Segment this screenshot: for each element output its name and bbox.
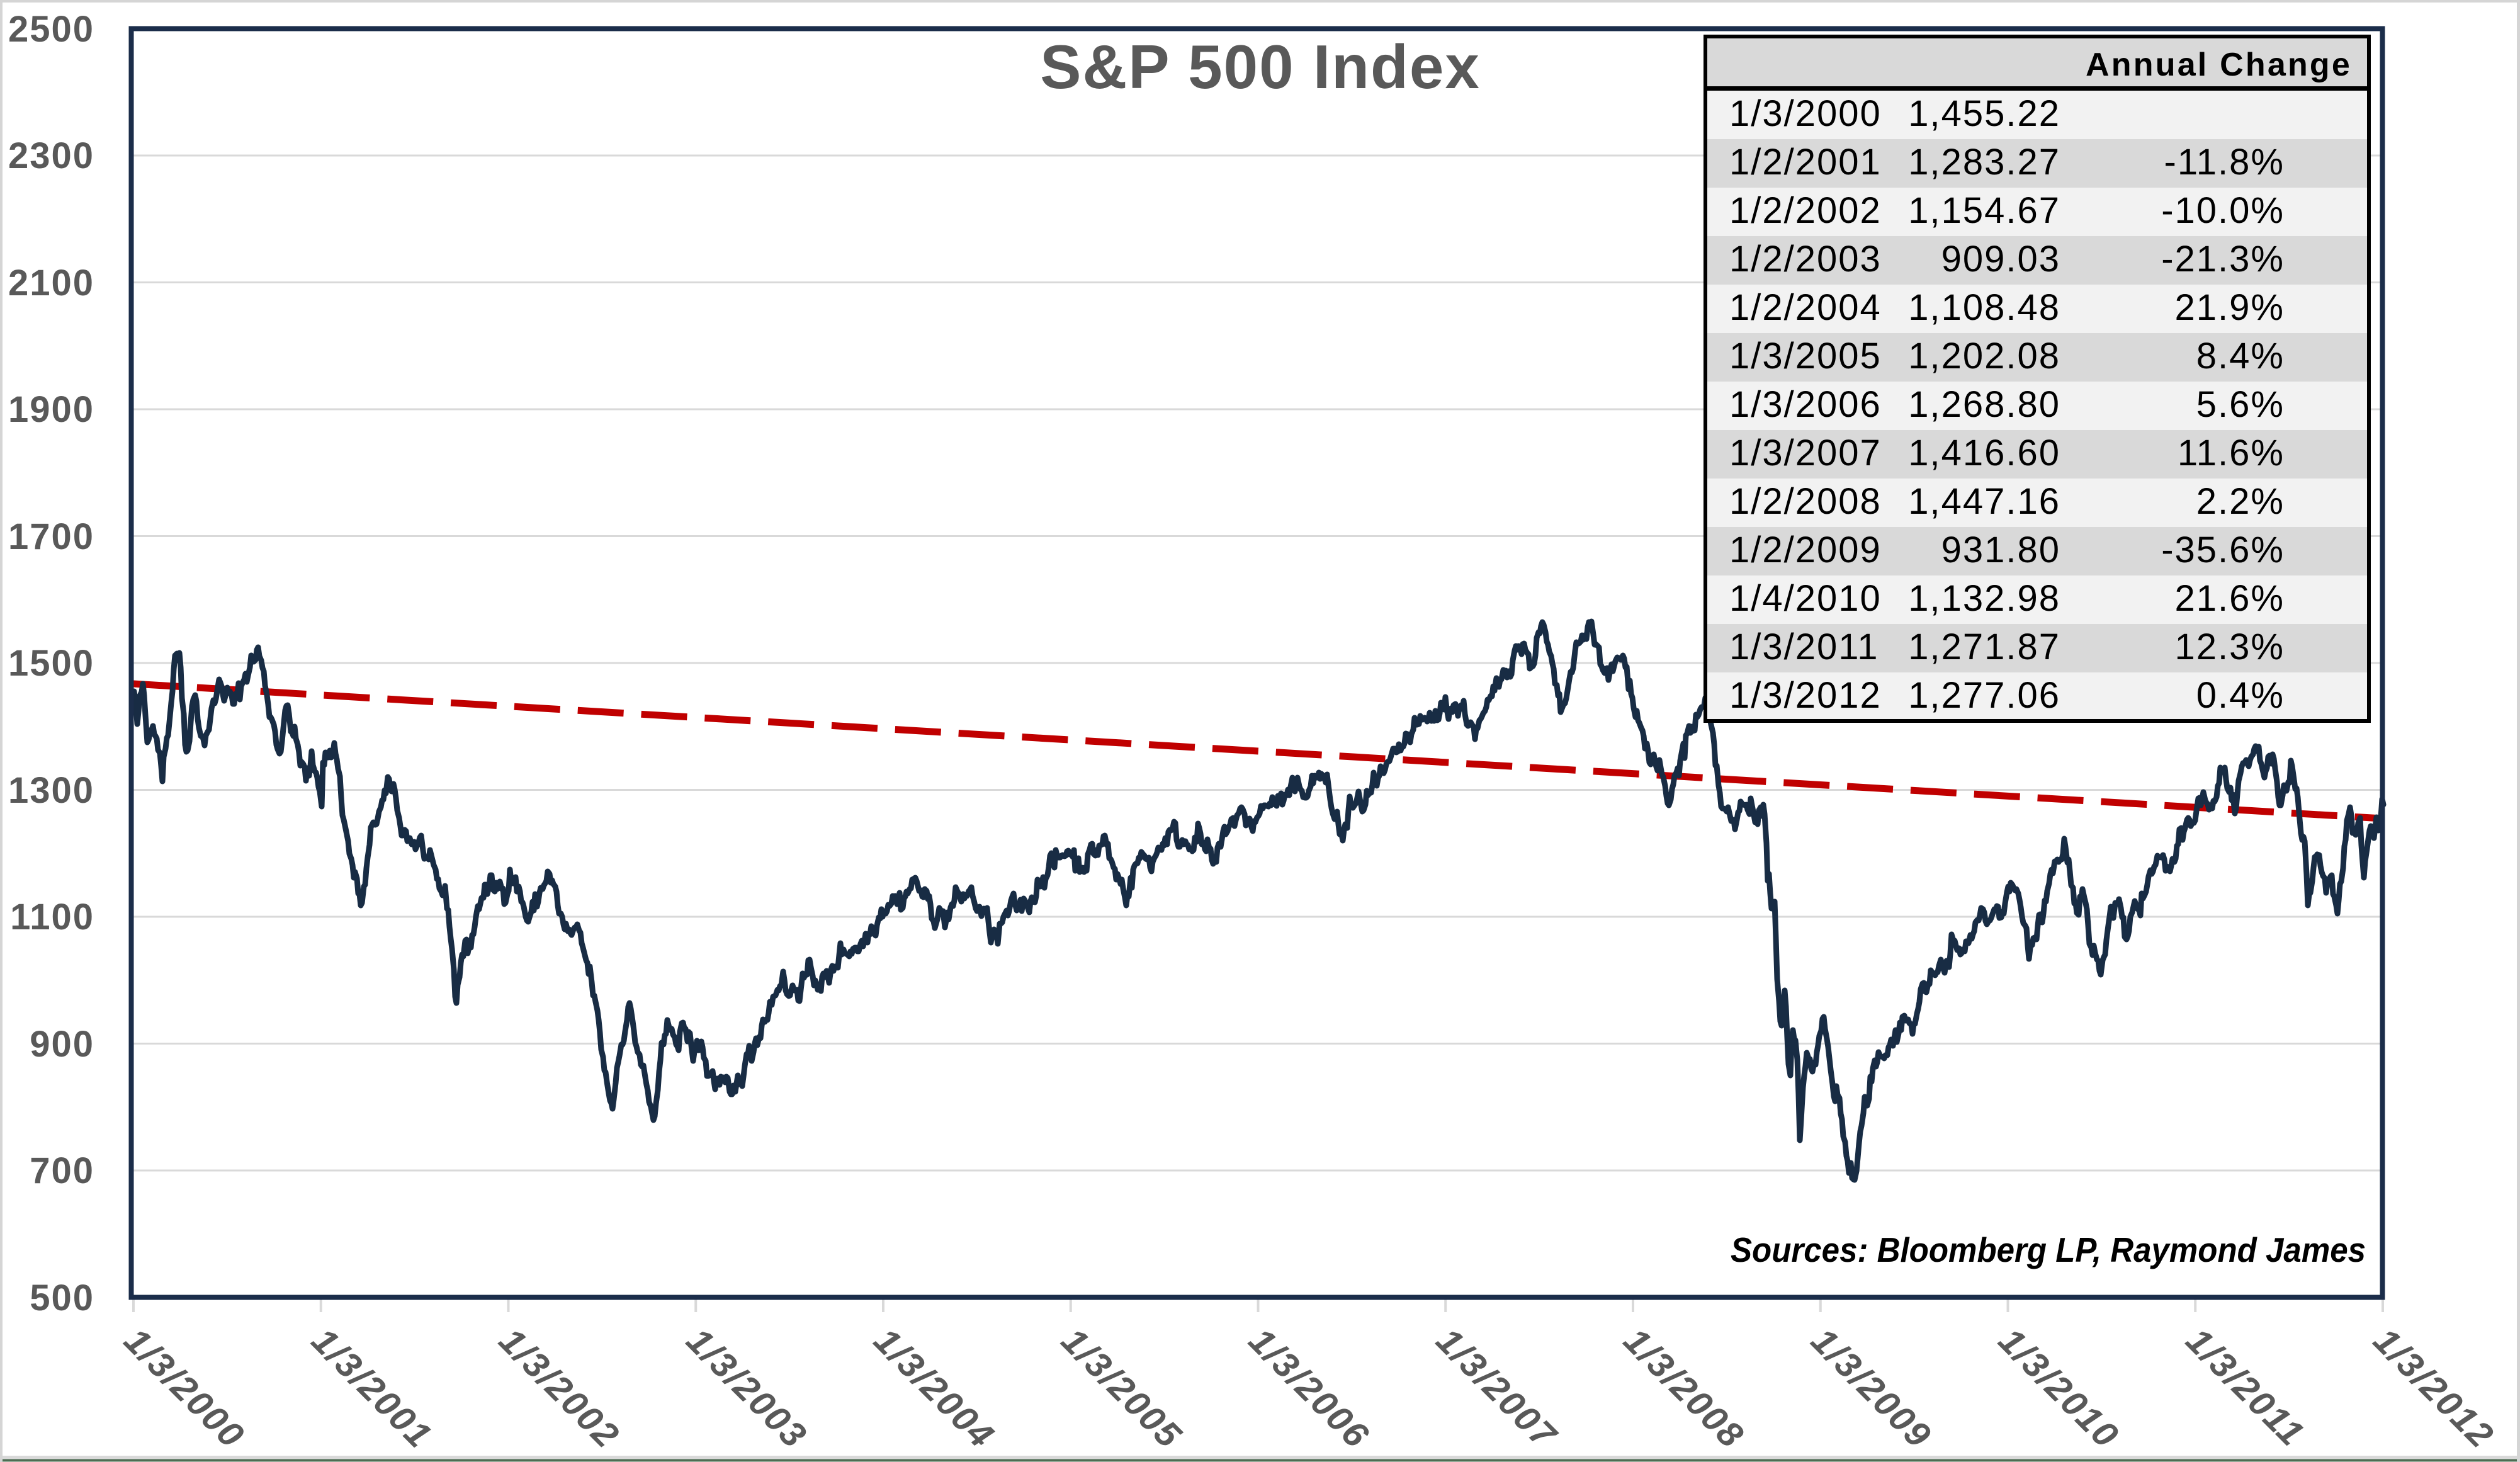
svg-text:Sources: Bloomberg LP, Raymond: Sources: Bloomberg LP, Raymond James — [1731, 1230, 2366, 1269]
svg-text:11.6%: 11.6% — [2178, 433, 2285, 473]
svg-text:1100: 1100 — [10, 897, 94, 938]
svg-text:Annual Change: Annual Change — [2086, 47, 2352, 83]
svg-text:0.4%: 0.4% — [2196, 675, 2285, 716]
svg-text:1,202.08: 1,202.08 — [1908, 336, 2060, 377]
svg-text:1700: 1700 — [8, 516, 94, 557]
svg-text:1,268.80: 1,268.80 — [1908, 384, 2060, 425]
svg-text:1,132.98: 1,132.98 — [1908, 578, 2060, 619]
svg-text:1900: 1900 — [8, 389, 94, 430]
svg-text:-21.3%: -21.3% — [2161, 239, 2285, 280]
svg-text:909.03: 909.03 — [1941, 239, 2060, 280]
svg-text:1/4/2010: 1/4/2010 — [1729, 578, 1882, 619]
svg-text:1/3/2011: 1/3/2011 — [1729, 626, 1879, 667]
svg-text:1/3/2000: 1/3/2000 — [1729, 93, 1882, 134]
svg-text:1,283.27: 1,283.27 — [1908, 142, 2060, 183]
svg-text:1,416.60: 1,416.60 — [1908, 433, 2060, 473]
svg-text:1/2/2009: 1/2/2009 — [1729, 530, 1882, 570]
svg-text:5.6%: 5.6% — [2196, 384, 2285, 425]
svg-text:2300: 2300 — [8, 135, 94, 176]
svg-text:-10.0%: -10.0% — [2161, 190, 2285, 231]
svg-text:1,277.06: 1,277.06 — [1908, 675, 2060, 716]
svg-text:-11.8%: -11.8% — [2164, 142, 2285, 183]
svg-text:1500: 1500 — [8, 643, 94, 684]
svg-text:2500: 2500 — [8, 9, 94, 50]
svg-text:931.80: 931.80 — [1941, 530, 2060, 570]
svg-text:1,108.48: 1,108.48 — [1908, 287, 2060, 328]
svg-text:2.2%: 2.2% — [2196, 481, 2285, 522]
svg-text:1,447.16: 1,447.16 — [1908, 481, 2060, 522]
svg-text:1/2/2002: 1/2/2002 — [1729, 190, 1882, 231]
svg-text:1,455.22: 1,455.22 — [1908, 93, 2060, 134]
svg-text:1/3/2006: 1/3/2006 — [1729, 384, 1882, 425]
svg-text:500: 500 — [30, 1278, 94, 1318]
svg-text:1/3/2012: 1/3/2012 — [1729, 675, 1882, 716]
svg-text:1,154.67: 1,154.67 — [1908, 190, 2060, 231]
svg-text:-35.6%: -35.6% — [2161, 530, 2285, 570]
svg-text:1/2/2004: 1/2/2004 — [1729, 287, 1882, 328]
svg-text:1/2/2008: 1/2/2008 — [1729, 481, 1882, 522]
svg-text:1/2/2003: 1/2/2003 — [1729, 239, 1882, 280]
svg-text:1/3/2005: 1/3/2005 — [1729, 336, 1882, 377]
svg-text:1/2/2001: 1/2/2001 — [1729, 142, 1882, 183]
svg-text:900: 900 — [30, 1024, 94, 1065]
svg-text:1,271.87: 1,271.87 — [1908, 626, 2060, 667]
svg-text:1/3/2007: 1/3/2007 — [1729, 433, 1882, 473]
svg-text:21.6%: 21.6% — [2175, 578, 2285, 619]
svg-text:700: 700 — [30, 1150, 94, 1191]
svg-text:1300: 1300 — [8, 770, 94, 811]
svg-text:12.3%: 12.3% — [2175, 626, 2285, 667]
svg-text:8.4%: 8.4% — [2196, 336, 2285, 377]
svg-text:S&P 500 Index: S&P 500 Index — [1040, 32, 1481, 101]
svg-text:21.9%: 21.9% — [2175, 287, 2285, 328]
svg-text:2100: 2100 — [8, 263, 94, 303]
